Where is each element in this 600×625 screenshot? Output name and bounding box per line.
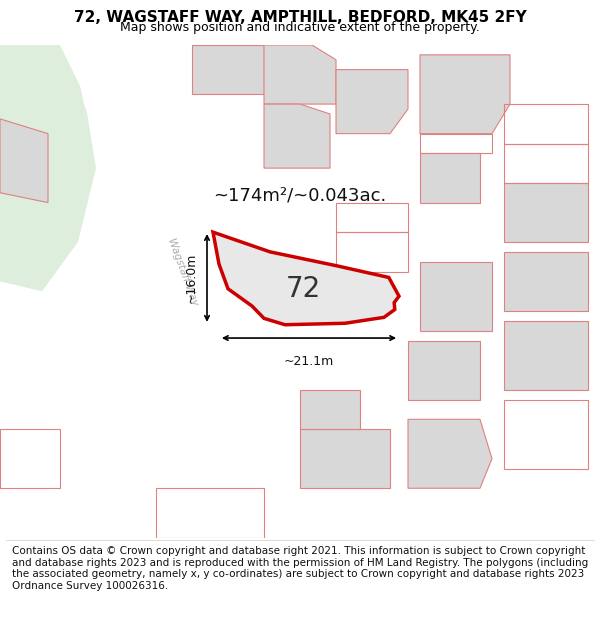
Polygon shape <box>264 45 336 104</box>
Polygon shape <box>192 45 264 94</box>
Polygon shape <box>264 104 330 168</box>
Polygon shape <box>300 390 360 429</box>
Polygon shape <box>504 183 588 242</box>
Polygon shape <box>0 45 96 291</box>
Polygon shape <box>420 55 510 134</box>
Text: ~16.0m: ~16.0m <box>185 253 198 303</box>
Polygon shape <box>300 429 390 488</box>
Polygon shape <box>408 341 480 399</box>
Polygon shape <box>408 419 492 488</box>
Text: Wagstaff Way: Wagstaff Way <box>166 236 200 307</box>
Polygon shape <box>504 252 588 311</box>
Polygon shape <box>72 45 318 538</box>
Polygon shape <box>504 321 588 390</box>
Text: 72: 72 <box>286 275 320 302</box>
Polygon shape <box>0 119 48 202</box>
Polygon shape <box>420 262 492 331</box>
Polygon shape <box>213 232 399 325</box>
Text: 72, WAGSTAFF WAY, AMPTHILL, BEDFORD, MK45 2FY: 72, WAGSTAFF WAY, AMPTHILL, BEDFORD, MK4… <box>74 10 526 25</box>
Text: ~21.1m: ~21.1m <box>284 355 334 368</box>
Text: Contains OS data © Crown copyright and database right 2021. This information is : Contains OS data © Crown copyright and d… <box>12 546 588 591</box>
Text: ~174m²/~0.043ac.: ~174m²/~0.043ac. <box>214 186 386 204</box>
Polygon shape <box>336 69 408 134</box>
Text: Map shows position and indicative extent of the property.: Map shows position and indicative extent… <box>120 21 480 34</box>
Polygon shape <box>420 153 480 202</box>
